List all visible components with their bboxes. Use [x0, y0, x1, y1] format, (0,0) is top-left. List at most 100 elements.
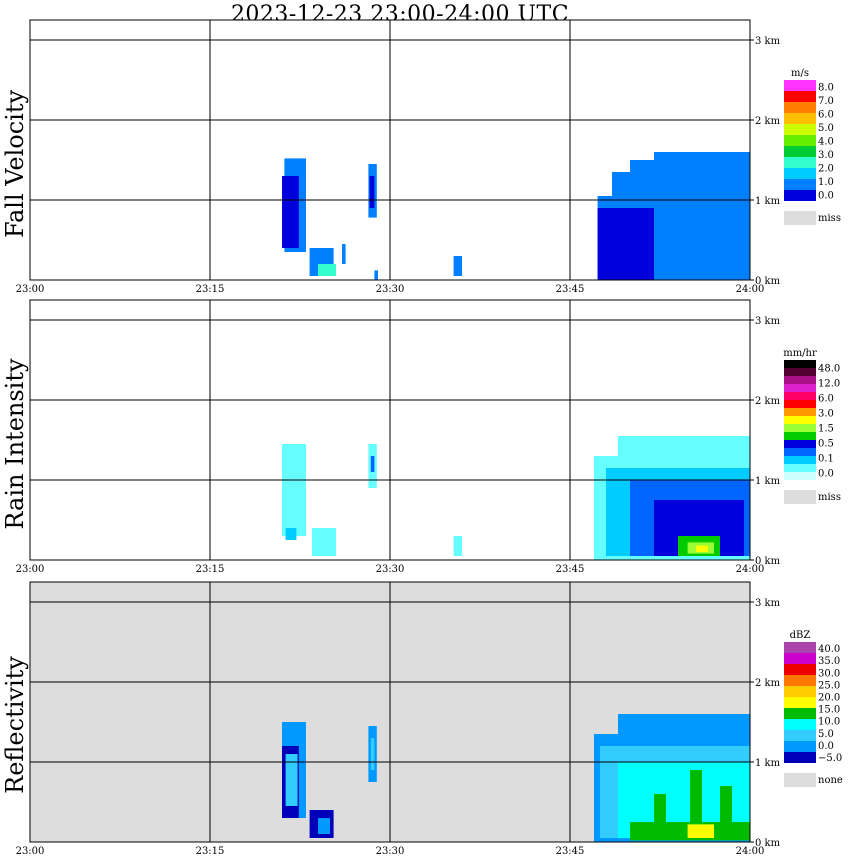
panel-1-legend-label-6: 2.0: [818, 163, 834, 174]
panel-1-frame: [29, 19, 751, 281]
panel-3-legend-swatch-3: [784, 675, 816, 686]
panel-1-legend-swatch-8: [784, 168, 816, 179]
panel-3-legend-label-5: 15.0: [818, 705, 840, 716]
panel-1-xtick-4: 24:00: [736, 284, 765, 295]
panel-2-legend-label-1: 12.0: [818, 379, 840, 390]
panel-1-missing-swatch: [784, 211, 816, 225]
panel-1-legend-swatch-10: [784, 190, 816, 201]
panel-1-legend-swatch-1: [784, 91, 816, 102]
panel-2-legend-label-0: 48.0: [818, 364, 840, 375]
panel-1-data-cell-1: [282, 176, 299, 248]
panel-1-data-cell-3: [318, 264, 336, 276]
panel-2-legend-swatch-11: [784, 448, 816, 456]
panel-2-missing-label: miss: [818, 492, 841, 503]
panel-3-legend-label-9: −5.0: [818, 753, 842, 764]
panel-2-xtick-1: 23:15: [196, 564, 225, 575]
panel-2-legend-swatch-10: [784, 440, 816, 448]
panel-3-data-cell-6: [370, 738, 375, 770]
panel-2-ytick-2: 2 km: [755, 396, 781, 407]
panel-3-data-cell-15: [687, 824, 714, 838]
panel-3-legend-label-6: 10.0: [818, 717, 840, 728]
panel-1-legend-swatch-4: [784, 124, 816, 135]
panel-2-ytick-1: 1 km: [755, 476, 781, 487]
panel-1-legend-label-2: 6.0: [818, 110, 834, 121]
panel-3-xtick-2: 23:30: [376, 846, 405, 857]
panel-3-data-cell-4: [318, 818, 330, 834]
panel-1-legend-label-1: 7.0: [818, 96, 834, 107]
panel-2-legend-swatch-6: [784, 408, 816, 416]
panel-1-legend-label-3: 5.0: [818, 123, 834, 134]
panel-1-legend-label-8: 0.0: [818, 190, 834, 201]
panel-1-xtick-3: 23:45: [556, 284, 585, 295]
panel-2-legend-label-6: 0.1: [818, 454, 834, 465]
panel-3-legend-swatch-0: [784, 642, 816, 653]
panel-2-legend-swatch-4: [784, 392, 816, 400]
panel-1-ytick-1: 1 km: [755, 196, 781, 207]
panel-2-legend-swatch-9: [784, 432, 816, 440]
panel-3-legend-swatch-5: [784, 697, 816, 708]
panel-2-legend-unit: mm/hr: [783, 348, 817, 359]
panel-1-legend-swatch-5: [784, 135, 816, 146]
panel-2-data-cell-1: [285, 528, 297, 540]
panel-2-legend-swatch-0: [784, 360, 816, 368]
panel-1-data-cell-12: [654, 152, 750, 280]
panel-3-xtick-1: 23:15: [196, 846, 225, 857]
panel-2-data-cell-2: [312, 528, 336, 556]
panel-2-legend-label-5: 0.5: [818, 439, 834, 450]
panel-1-legend-label-4: 4.0: [818, 137, 834, 148]
panel-3-legend-label-8: 0.0: [818, 741, 834, 752]
panel-3-missing-swatch: [784, 773, 816, 787]
panel-1-legend-swatch-2: [784, 102, 816, 113]
panel-3-legend-label-1: 35.0: [818, 656, 840, 667]
panel-3-xtick-0: 23:00: [16, 846, 45, 857]
panel-2-legend-label-4: 1.5: [818, 424, 834, 435]
panel-1-legend-swatch-3: [784, 113, 816, 124]
panel-2-legend-swatch-14: [784, 472, 816, 480]
panel-2-xtick-3: 23:45: [556, 564, 585, 575]
panel-2-legend-swatch-13: [784, 464, 816, 472]
panel-3-legend-label-7: 5.0: [818, 729, 834, 740]
panel-2-legend-swatch-7: [784, 416, 816, 424]
panel-1-ytick-2: 2 km: [755, 116, 781, 127]
panel-1-missing-label: miss: [818, 213, 841, 224]
panel-2-frame: [29, 299, 751, 561]
panel-3-ytick-2: 2 km: [755, 678, 781, 689]
panel-3-data-cell-12: [690, 770, 702, 838]
panel-3-ytick-0: 0 km: [755, 838, 781, 849]
panel-2-ytick-0: 0 km: [755, 556, 781, 567]
panel-1-data-cell-7: [374, 270, 378, 280]
panel-2-legend-label-7: 0.0: [818, 469, 834, 480]
panel-1-legend-swatch-9: [784, 179, 816, 190]
panel-1-xtick-1: 23:15: [196, 284, 225, 295]
panel-1-data-cell-6: [369, 176, 375, 208]
panel-1-legend-swatch-7: [784, 157, 816, 168]
panel-1-legend-label-7: 1.0: [818, 177, 834, 188]
panel-3-legend-label-2: 30.0: [818, 668, 840, 679]
panel-2-legend-swatch-8: [784, 424, 816, 432]
panel-2-xtick-2: 23:30: [376, 564, 405, 575]
panel-2-ytick-3: 3 km: [755, 316, 781, 327]
panel-2-missing-swatch: [784, 490, 816, 504]
panel-2-legend-swatch-3: [784, 384, 816, 392]
panel-1-data-cell-8: [453, 256, 462, 276]
panel-3-ytick-1: 1 km: [755, 758, 781, 769]
panel-3-legend-swatch-8: [784, 730, 816, 741]
panel-3-legend-swatch-6: [784, 708, 816, 719]
panel-2-legend-swatch-1: [784, 368, 816, 376]
panel-1-ytick-3: 3 km: [755, 36, 781, 47]
panel-1-data-cell-4: [342, 244, 346, 264]
panel-3-legend-label-3: 25.0: [818, 680, 840, 691]
panel-3-legend-swatch-4: [784, 686, 816, 697]
panel-2-data-cell-13: [696, 545, 708, 552]
panel-1-legend-unit: m/s: [791, 68, 809, 79]
panel-1-ytick-0: 0 km: [755, 276, 781, 287]
panel-2-legend-swatch-5: [784, 400, 816, 408]
panel-3-data-cell-2: [285, 754, 298, 806]
panel-3-legend-label-4: 20.0: [818, 692, 840, 703]
panel-3-xtick-3: 23:45: [556, 846, 585, 857]
panel-2-data-cell-5: [453, 536, 462, 556]
panel-3-legend-unit: dBZ: [790, 630, 811, 641]
panel-1-legend-label-0: 8.0: [818, 83, 834, 94]
panel-1-legend-swatch-6: [784, 146, 816, 157]
